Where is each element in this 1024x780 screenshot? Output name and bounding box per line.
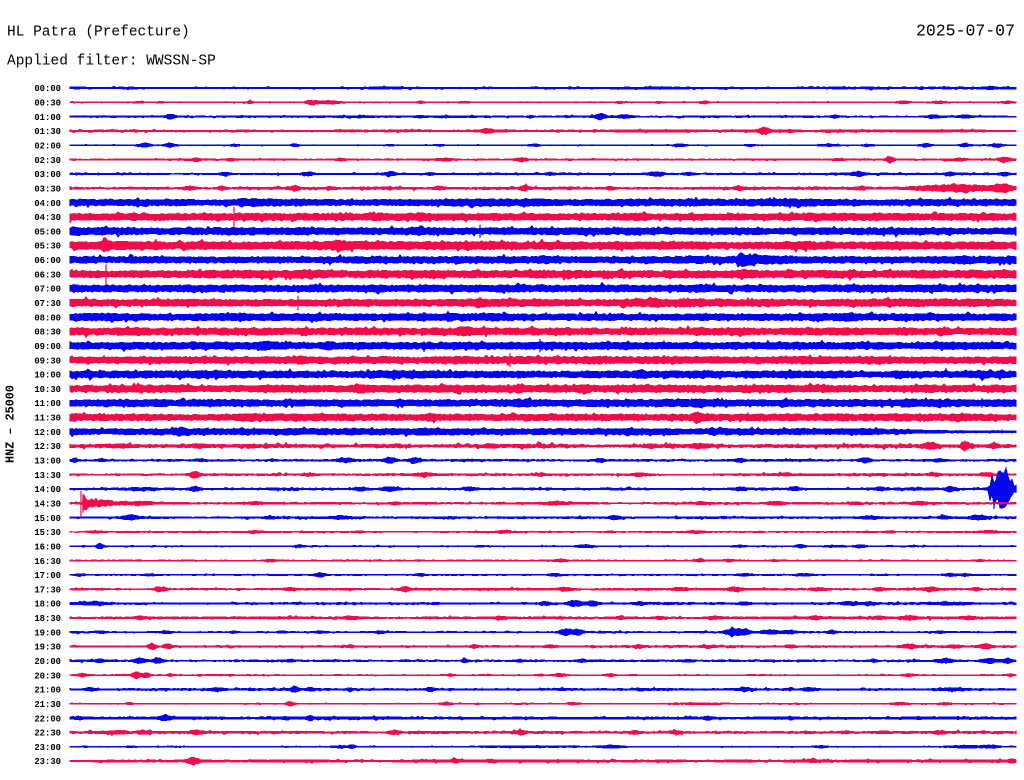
svg-text:02:30: 02:30	[34, 156, 61, 166]
svg-text:03:00: 03:00	[34, 170, 61, 180]
svg-text:17:00: 17:00	[34, 571, 61, 581]
svg-text:13:30: 13:30	[34, 471, 61, 481]
svg-text:05:30: 05:30	[34, 242, 61, 252]
svg-text:18:00: 18:00	[34, 600, 61, 610]
svg-text:HNZ – 25000: HNZ – 25000	[4, 385, 18, 463]
svg-text:16:00: 16:00	[34, 542, 61, 552]
svg-text:15:30: 15:30	[34, 528, 61, 538]
svg-text:19:30: 19:30	[34, 643, 61, 653]
svg-text:17:30: 17:30	[34, 585, 61, 595]
svg-text:11:30: 11:30	[34, 414, 61, 424]
svg-text:05:00: 05:00	[34, 227, 61, 237]
svg-text:00:00: 00:00	[34, 84, 61, 94]
svg-text:01:00: 01:00	[34, 113, 61, 123]
svg-text:16:30: 16:30	[34, 557, 61, 567]
svg-text:13:00: 13:00	[34, 457, 61, 467]
svg-text:02:00: 02:00	[34, 142, 61, 152]
svg-text:HL Patra (Prefecture): HL Patra (Prefecture)	[7, 25, 190, 41]
svg-text:14:30: 14:30	[34, 500, 61, 510]
svg-text:12:30: 12:30	[34, 442, 61, 452]
svg-text:10:00: 10:00	[34, 371, 61, 381]
svg-text:01:30: 01:30	[34, 127, 61, 137]
svg-text:11:00: 11:00	[34, 399, 61, 409]
svg-text:20:30: 20:30	[34, 671, 61, 681]
svg-text:22:30: 22:30	[34, 729, 61, 739]
svg-text:18:30: 18:30	[34, 614, 61, 624]
svg-text:15:00: 15:00	[34, 514, 61, 524]
svg-text:08:30: 08:30	[34, 328, 61, 338]
svg-text:12:00: 12:00	[34, 428, 61, 438]
svg-text:04:30: 04:30	[34, 213, 61, 223]
svg-text:06:30: 06:30	[34, 270, 61, 280]
svg-text:14:00: 14:00	[34, 485, 61, 495]
svg-text:22:00: 22:00	[34, 714, 61, 724]
svg-text:09:00: 09:00	[34, 342, 61, 352]
svg-text:07:30: 07:30	[34, 299, 61, 309]
svg-text:08:00: 08:00	[34, 313, 61, 323]
svg-text:21:30: 21:30	[34, 700, 61, 710]
svg-text:07:00: 07:00	[34, 285, 61, 295]
svg-text:23:00: 23:00	[34, 743, 61, 753]
svg-text:00:30: 00:30	[34, 99, 61, 109]
svg-text:04:00: 04:00	[34, 199, 61, 209]
svg-text:10:30: 10:30	[34, 385, 61, 395]
svg-text:2025-07-07: 2025-07-07	[916, 22, 1015, 41]
svg-text:03:30: 03:30	[34, 184, 61, 194]
svg-text:21:00: 21:00	[34, 686, 61, 696]
svg-text:09:30: 09:30	[34, 356, 61, 366]
svg-text:Applied filter: WWSSN-SP: Applied filter: WWSSN-SP	[7, 54, 216, 70]
svg-text:19:00: 19:00	[34, 628, 61, 638]
svg-text:23:30: 23:30	[34, 757, 61, 767]
svg-text:06:00: 06:00	[34, 256, 61, 266]
svg-text:20:00: 20:00	[34, 657, 61, 667]
